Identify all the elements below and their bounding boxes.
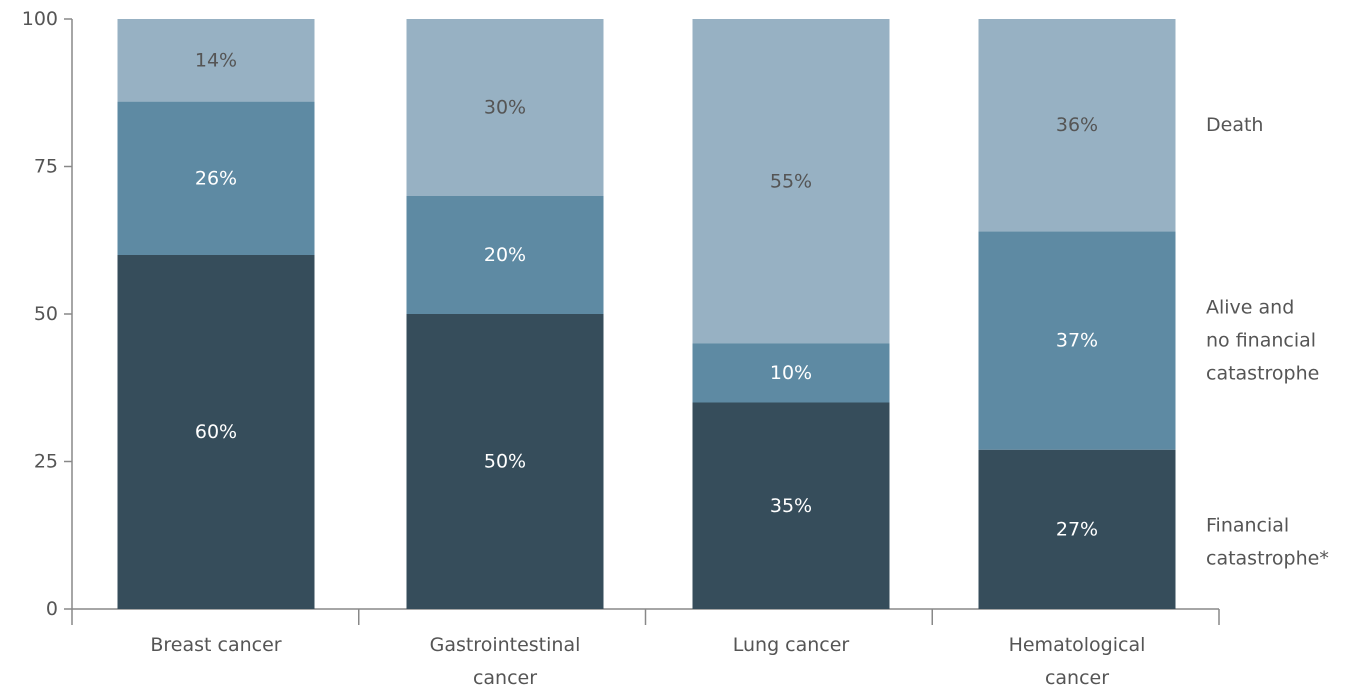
axes: 0 25 50 75 100 Breast cancer Gastrointestinal c… (22, 8, 1220, 689)
bar-segment (978, 19, 1176, 232)
data-label: 14% (195, 49, 237, 71)
y-tick-label: 50 (34, 303, 58, 325)
bar-segment (117, 19, 315, 102)
bars (117, 19, 1176, 609)
x-category-label-line: Breast cancer (150, 634, 281, 656)
data-label: 36% (1056, 114, 1098, 136)
x-category-label: Breast cancer (150, 634, 281, 656)
legend-entry: Alive and no financial catastrophe (1206, 297, 1319, 385)
bar-segment (406, 196, 604, 314)
x-category-label: Lung cancer (733, 634, 850, 656)
legend-entry: Death (1206, 114, 1263, 136)
data-label: 10% (770, 362, 812, 384)
data-label: 37% (1056, 330, 1098, 352)
legend-entry-line: Alive and (1206, 297, 1294, 319)
legend-entry-line: no financial (1206, 330, 1316, 352)
bar-segment (692, 19, 890, 344)
x-category-label: Hematological cancer (1009, 634, 1146, 689)
data-label: 50% (484, 451, 526, 473)
legend-entry-line: catastrophe (1206, 363, 1319, 385)
bar-segment (692, 402, 890, 609)
bar-segment (692, 343, 890, 403)
data-label: 30% (484, 97, 526, 119)
data-label: 20% (484, 244, 526, 266)
bar-segment (117, 255, 315, 609)
x-category-label-line: cancer (1045, 667, 1109, 689)
y-tick-label: 100 (22, 8, 58, 30)
x-category-label-line: Hematological (1009, 634, 1146, 656)
legend-entry-line: Death (1206, 114, 1263, 136)
bar-segment (978, 231, 1176, 450)
x-category-label-line: Gastrointestinal (430, 634, 581, 656)
legend-entry: Financial catastrophe* (1206, 515, 1329, 570)
bar-segment (117, 101, 315, 255)
bar-segment (406, 19, 604, 196)
legend-entry-line: Financial (1206, 515, 1289, 537)
x-category-label-line: cancer (473, 667, 537, 689)
data-label: 35% (770, 495, 812, 517)
y-tick-label: 0 (46, 598, 58, 620)
data-label: 60% (195, 421, 237, 443)
y-tick-label: 25 (34, 451, 58, 473)
data-labels: 60% 50% 35% 27% 26% 20% 10% 37% 14% 30% 55% 36% (195, 49, 1098, 540)
legend: Financial catastrophe* Alive and no financi… (1206, 114, 1329, 569)
data-label: 26% (195, 167, 237, 189)
bar-segment (406, 314, 604, 609)
y-tick-label: 75 (34, 156, 58, 178)
data-label: 27% (1056, 518, 1098, 540)
legend-entry-line: catastrophe* (1206, 548, 1329, 570)
data-label: 55% (770, 170, 812, 192)
x-category-label-line: Lung cancer (733, 634, 850, 656)
x-category-label: Gastrointestinal cancer (430, 634, 581, 689)
bar-segment (978, 449, 1176, 609)
